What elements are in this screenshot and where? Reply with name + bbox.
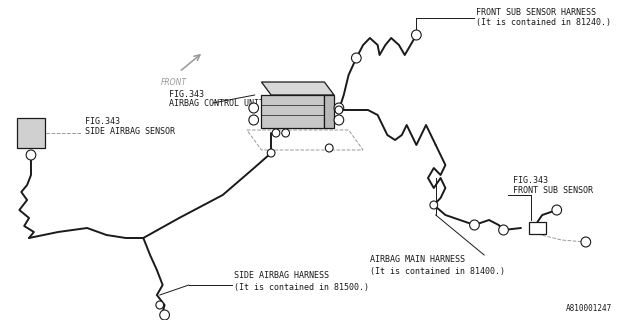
Circle shape xyxy=(581,237,591,247)
Text: FIG.343: FIG.343 xyxy=(513,176,548,185)
Circle shape xyxy=(160,310,170,320)
Text: AIRBAG CONTROL UNIT: AIRBAG CONTROL UNIT xyxy=(170,99,264,108)
Circle shape xyxy=(412,30,421,40)
Circle shape xyxy=(552,205,562,215)
Circle shape xyxy=(272,129,280,137)
Text: A810001247: A810001247 xyxy=(566,304,612,313)
Circle shape xyxy=(249,103,259,113)
Circle shape xyxy=(499,225,508,235)
Text: SIDE AIRBAG HARNESS: SIDE AIRBAG HARNESS xyxy=(234,271,330,280)
Polygon shape xyxy=(324,95,334,128)
Circle shape xyxy=(430,201,438,209)
Circle shape xyxy=(156,301,164,309)
Circle shape xyxy=(334,115,344,125)
Circle shape xyxy=(268,149,275,157)
Text: FRONT: FRONT xyxy=(161,78,188,87)
Text: FRONT SUB SENSOR: FRONT SUB SENSOR xyxy=(513,186,593,195)
Text: (It is contained in 81500.): (It is contained in 81500.) xyxy=(234,283,369,292)
Text: SIDE AIRBAG SENSOR: SIDE AIRBAG SENSOR xyxy=(85,127,175,136)
Text: (It is contained in 81400.): (It is contained in 81400.) xyxy=(370,267,505,276)
Text: (It is contained in 81240.): (It is contained in 81240.) xyxy=(476,18,611,27)
Bar xyxy=(529,222,546,234)
Text: FIG.343: FIG.343 xyxy=(170,90,204,99)
Polygon shape xyxy=(261,82,334,95)
Circle shape xyxy=(249,115,259,125)
Polygon shape xyxy=(261,95,324,128)
Text: FIG.343: FIG.343 xyxy=(85,117,120,126)
Text: AIRBAG MAIN HARNESS: AIRBAG MAIN HARNESS xyxy=(370,255,465,264)
Circle shape xyxy=(26,150,36,160)
Circle shape xyxy=(335,106,343,114)
Circle shape xyxy=(282,129,289,137)
Bar xyxy=(17,118,45,148)
Circle shape xyxy=(470,220,479,230)
Text: FRONT SUB SENSOR HARNESS: FRONT SUB SENSOR HARNESS xyxy=(476,7,596,17)
Circle shape xyxy=(325,144,333,152)
Circle shape xyxy=(334,103,344,113)
Circle shape xyxy=(351,53,361,63)
